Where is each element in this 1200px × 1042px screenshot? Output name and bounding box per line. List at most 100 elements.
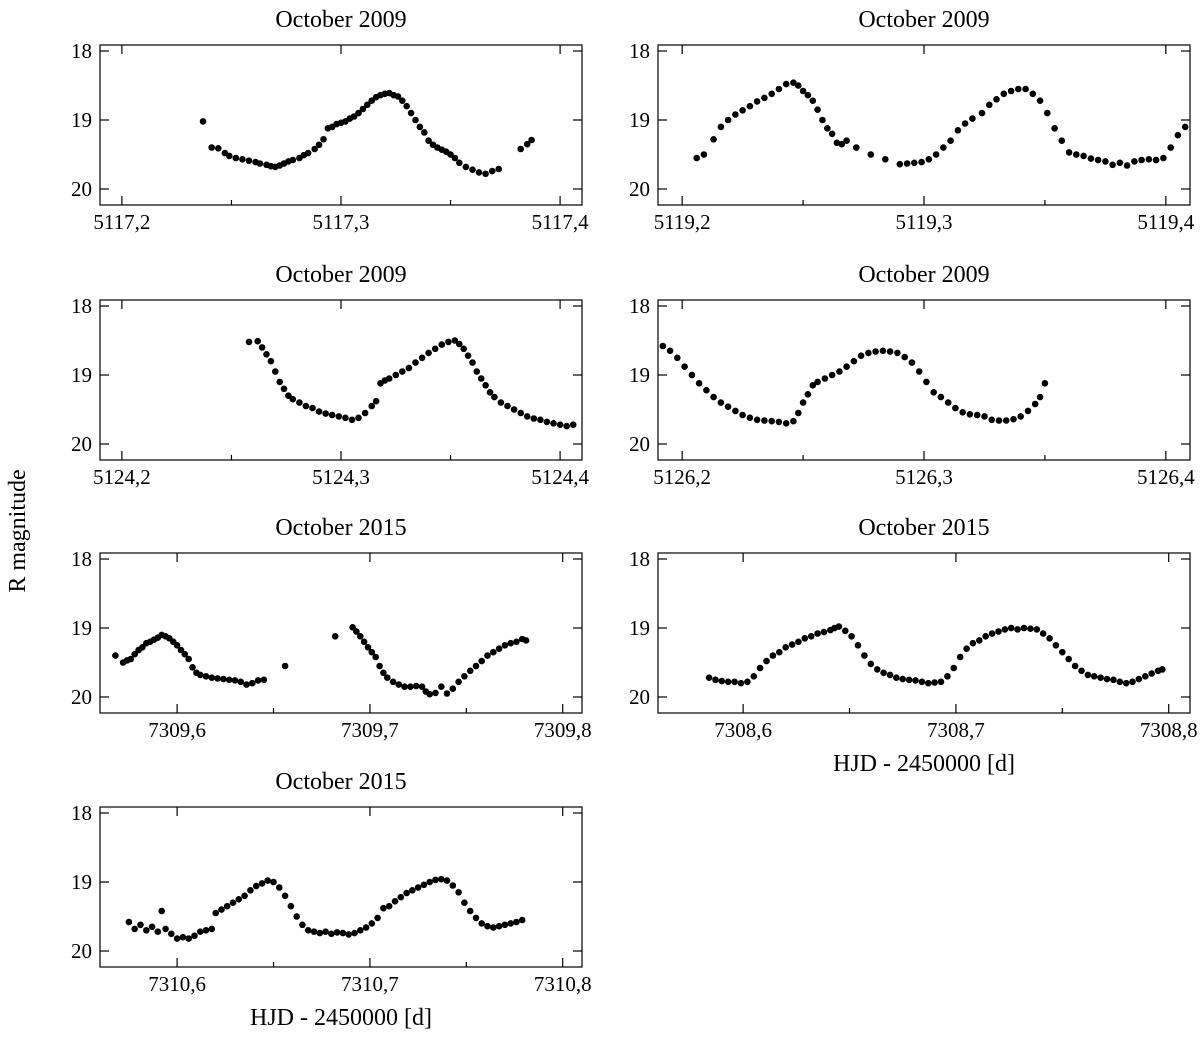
- data-point: [896, 160, 904, 168]
- data-point: [443, 690, 451, 697]
- data-point: [718, 677, 726, 685]
- data-point: [447, 151, 454, 158]
- x-axis-label: HJD - 2450000 [d]: [250, 1005, 432, 1031]
- data-point: [360, 638, 368, 646]
- panel-title: October 2009: [858, 262, 989, 288]
- data-point: [472, 662, 480, 670]
- data-point: [1087, 155, 1095, 162]
- data-point: [666, 347, 674, 355]
- data-point: [181, 650, 189, 658]
- data-point: [886, 348, 894, 355]
- data-point: [843, 363, 850, 371]
- y-tick-label: 20: [629, 432, 650, 456]
- data-point: [501, 921, 509, 929]
- data-point: [1071, 662, 1079, 670]
- data-point: [1027, 625, 1034, 632]
- data-point: [523, 413, 531, 420]
- data-point: [768, 90, 775, 98]
- data-point: [1084, 671, 1092, 679]
- data-point: [918, 678, 926, 686]
- data-point: [944, 673, 951, 680]
- data-point: [456, 159, 463, 167]
- data-point: [214, 675, 221, 682]
- data-point: [380, 669, 387, 677]
- data-point: [724, 116, 732, 124]
- data-point: [460, 345, 468, 353]
- data-point: [281, 892, 289, 900]
- data-point: [1159, 666, 1166, 673]
- data-point: [112, 652, 119, 659]
- data-point: [1041, 380, 1049, 387]
- data-point: [1010, 415, 1017, 423]
- data-point: [449, 882, 457, 889]
- data-point: [401, 683, 408, 690]
- data-point: [795, 638, 802, 646]
- data-point: [409, 887, 416, 894]
- data-point: [342, 414, 349, 422]
- data-point: [695, 380, 703, 387]
- data-point: [1145, 156, 1153, 163]
- data-point: [432, 876, 439, 884]
- data-point: [530, 415, 538, 422]
- data-point: [1181, 123, 1189, 131]
- data-point: [280, 385, 288, 393]
- data-point: [247, 887, 254, 894]
- data-point: [412, 116, 419, 124]
- data-point: [724, 678, 732, 686]
- data-point: [215, 145, 222, 152]
- data-point: [912, 677, 919, 684]
- data-point: [380, 904, 387, 912]
- data-point: [357, 927, 364, 934]
- data-point: [432, 689, 439, 697]
- data-point: [389, 678, 397, 686]
- data-point: [304, 927, 312, 934]
- data-point: [456, 340, 463, 348]
- data-point: [937, 678, 945, 686]
- data-point: [838, 140, 846, 148]
- data-point: [353, 628, 360, 635]
- data-point: [245, 338, 253, 346]
- data-point: [270, 878, 277, 886]
- data-point: [407, 683, 414, 690]
- data-point: [399, 368, 406, 375]
- data-point: [162, 925, 169, 933]
- x-tick-label: 5124,4: [531, 465, 589, 489]
- data-point: [1116, 159, 1124, 167]
- data-point: [1020, 624, 1028, 632]
- data-point: [1103, 675, 1111, 683]
- data-point: [258, 880, 266, 887]
- data-point: [287, 902, 295, 910]
- x-tick-label: 5119,4: [1137, 210, 1194, 234]
- data-point: [973, 411, 981, 419]
- data-point: [293, 913, 301, 920]
- data-point: [563, 422, 570, 430]
- data-point: [982, 633, 989, 640]
- data-point: [418, 354, 426, 362]
- data-point: [886, 671, 894, 679]
- data-point: [491, 393, 498, 401]
- data-point: [426, 878, 434, 886]
- data-point: [364, 101, 371, 109]
- y-tick-label: 19: [629, 108, 650, 132]
- x-tick-label: 5117,2: [93, 210, 150, 234]
- data-point: [225, 676, 233, 684]
- data-point: [241, 892, 248, 900]
- plot-frame: [657, 44, 1191, 206]
- data-point: [197, 928, 204, 935]
- data-point: [1174, 131, 1182, 139]
- data-point: [1129, 678, 1136, 686]
- data-point: [1073, 151, 1080, 158]
- data-point: [322, 410, 330, 417]
- data-point: [782, 420, 790, 427]
- panel-title: October 2015: [858, 515, 989, 541]
- data-point: [208, 674, 216, 681]
- plot-frame: [99, 552, 583, 714]
- data-point: [867, 151, 875, 158]
- data-point: [828, 371, 836, 379]
- data-point: [328, 930, 335, 938]
- data-point: [843, 137, 850, 144]
- data-point: [212, 909, 219, 917]
- data-point: [245, 157, 253, 164]
- data-point: [1007, 87, 1015, 95]
